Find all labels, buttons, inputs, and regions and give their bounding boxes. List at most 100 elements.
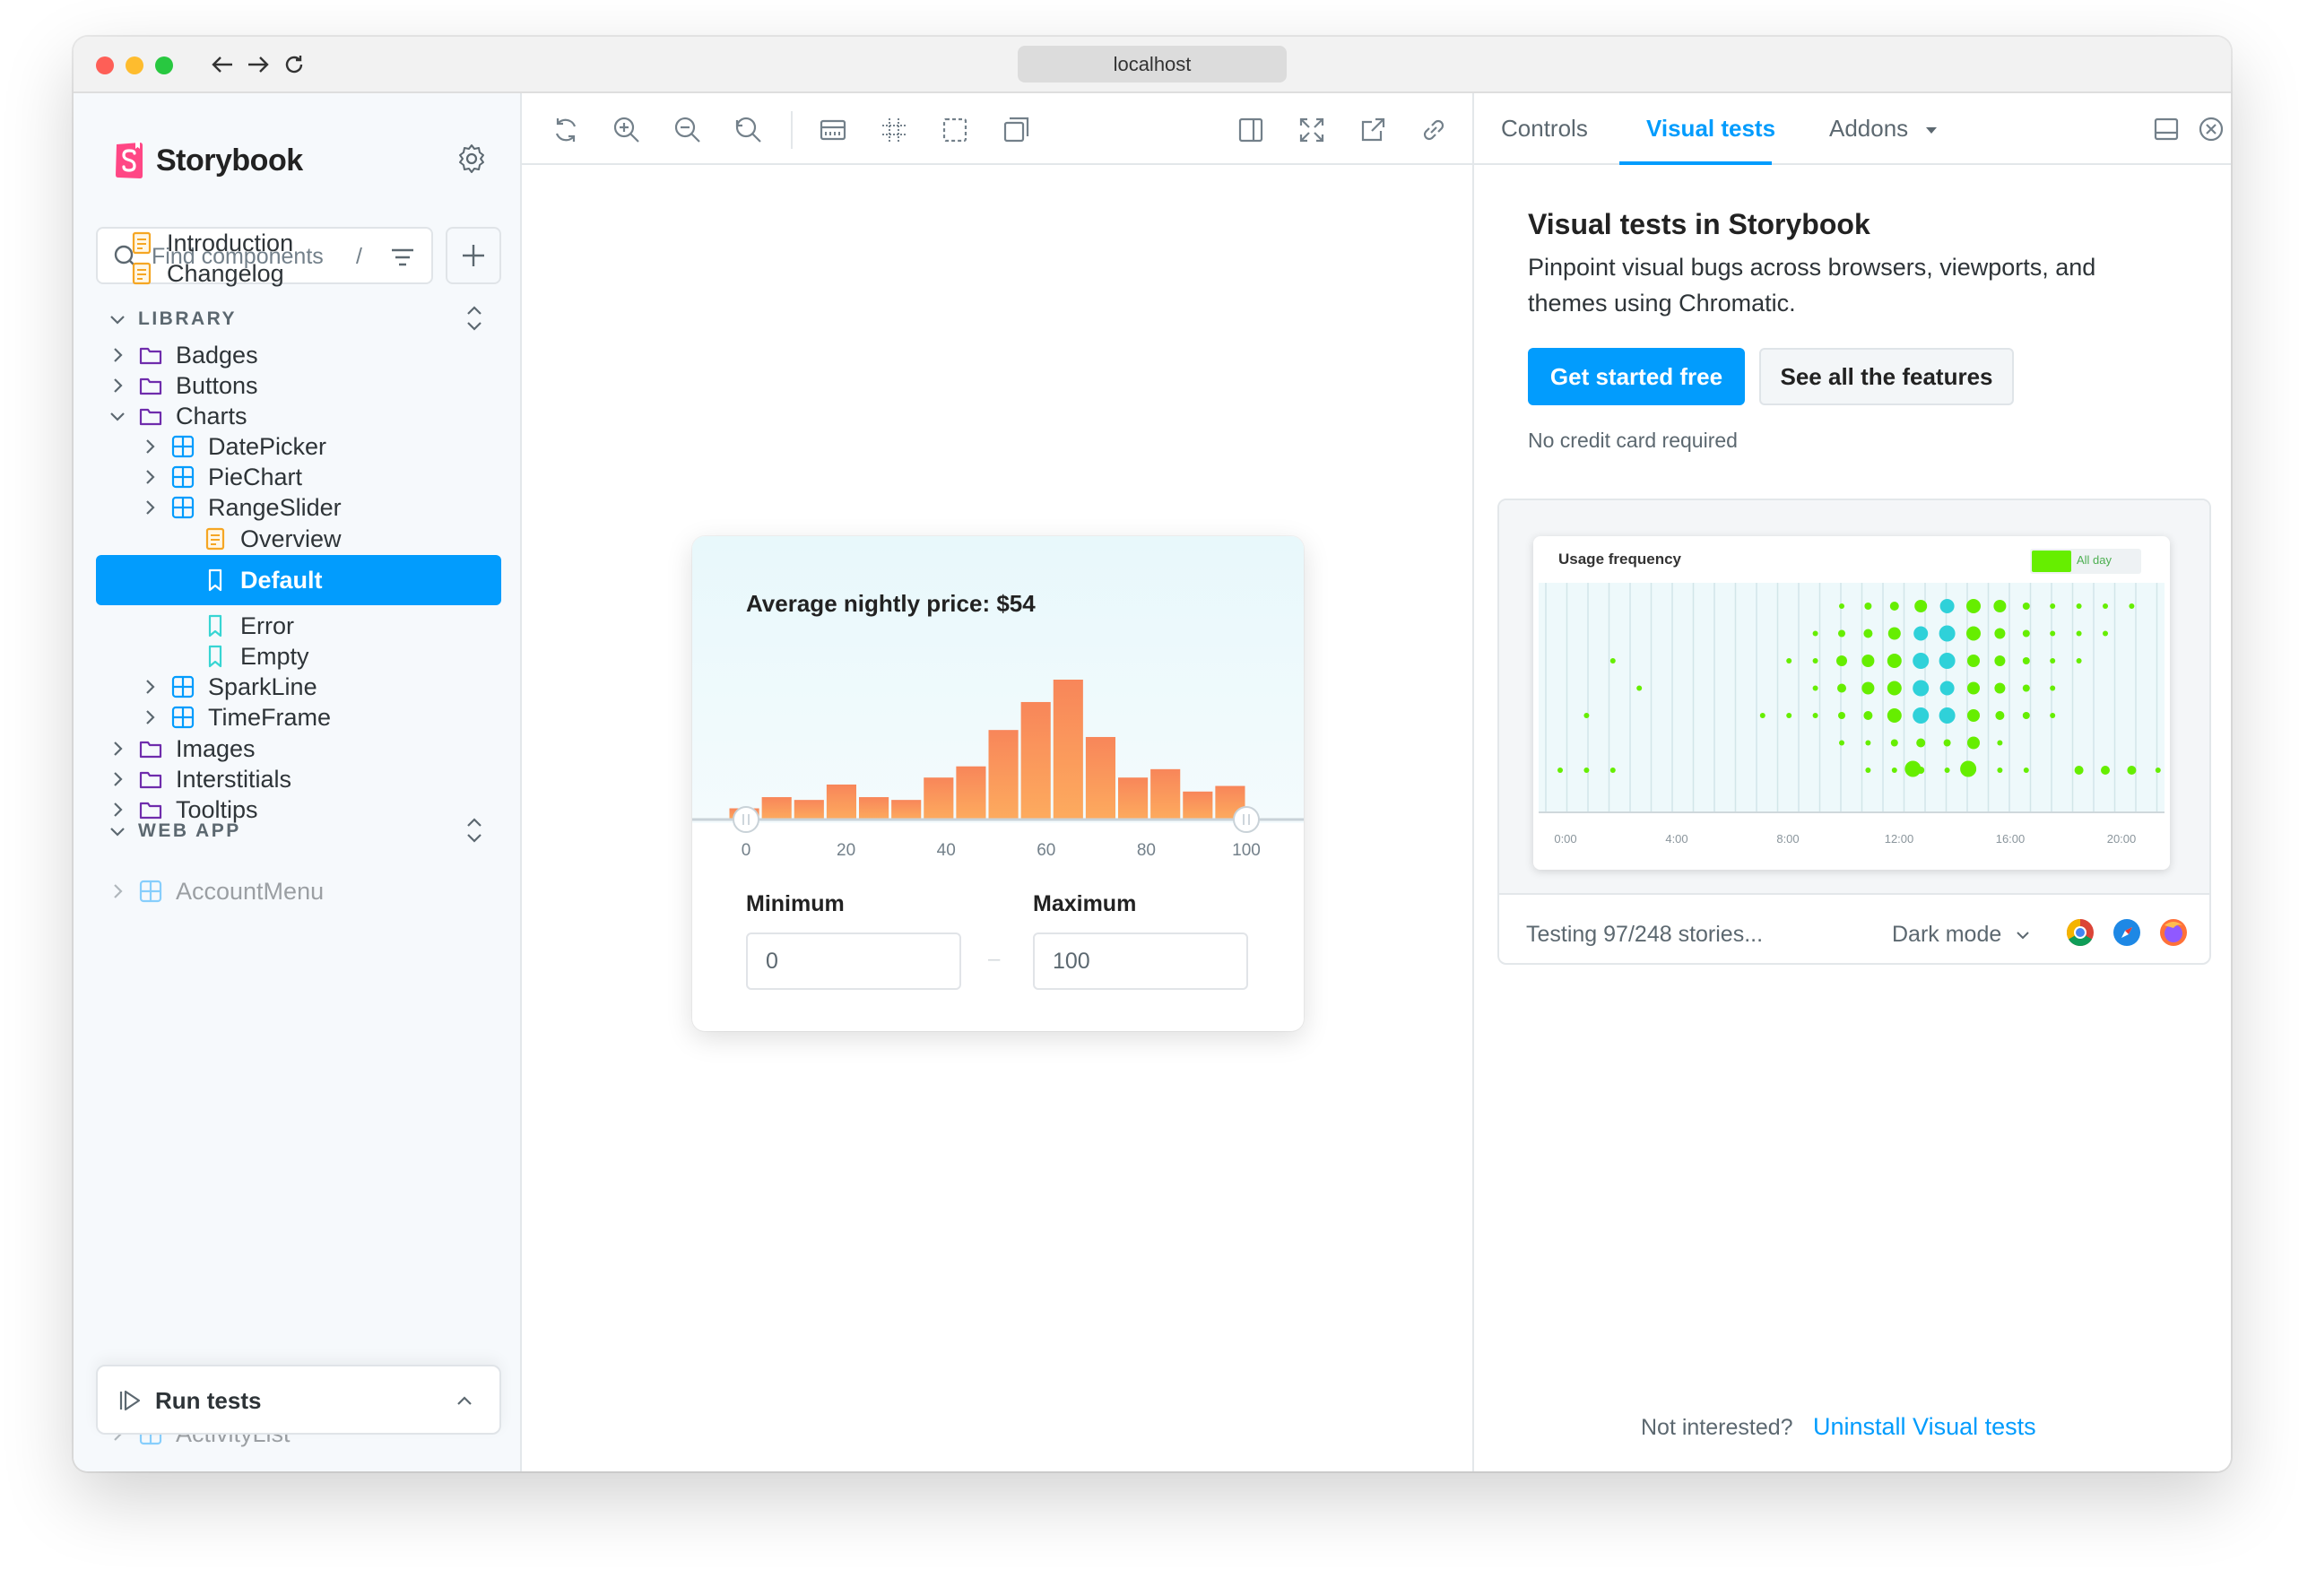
copy-link-icon[interactable]	[1418, 115, 1449, 145]
tree-component-timeframe[interactable]: TimeFrame	[140, 692, 331, 742]
price-histogram[interactable]: 0 20 40 60 80 100	[692, 536, 1304, 877]
maximum-input[interactable]: 100	[1033, 932, 1248, 990]
expand-collapse-icon[interactable]	[464, 815, 485, 846]
visual-tests-title: Visual tests in Storybook	[1528, 208, 1870, 240]
safari-icon[interactable]	[2111, 916, 2143, 949]
section-title: LIBRARY	[138, 308, 238, 329]
open-new-tab-icon[interactable]	[1358, 115, 1388, 145]
usage-dot	[1865, 768, 1871, 773]
close-window-button[interactable]	[96, 56, 114, 74]
maximize-window-button[interactable]	[155, 56, 173, 74]
doc-item-changelog[interactable]: Changelog	[129, 248, 284, 299]
gear-icon[interactable]	[455, 143, 488, 175]
range-handle-dot	[1960, 760, 1977, 777]
usage-dot	[2050, 685, 2056, 691]
search-input[interactable]: Find components /	[96, 227, 433, 284]
see-features-button[interactable]: See all the features	[1759, 348, 2014, 405]
grid-icon[interactable]	[879, 115, 909, 145]
sidebar: Storybook Find components / Introduction…	[74, 93, 522, 1471]
tree-story-default-selected[interactable]: Default	[96, 555, 501, 605]
webapp-section-header[interactable]: WEB APP	[108, 813, 241, 849]
tree-component-piechart[interactable]: PieChart	[140, 452, 302, 502]
usage-dot	[1891, 768, 1897, 773]
usage-dot	[1839, 603, 1844, 609]
tab-addons[interactable]: Addons	[1829, 115, 1909, 142]
usage-dot	[2022, 684, 2030, 692]
doc-item-introduction[interactable]: Introduction	[129, 218, 293, 268]
maximum-label: Maximum	[1033, 891, 1137, 916]
expand-collapse-icon[interactable]	[464, 303, 485, 334]
fullscreen-icon[interactable]	[1297, 115, 1327, 145]
url-text: localhost	[1113, 52, 1192, 75]
tree-doc-overview[interactable]: Overview	[203, 514, 342, 564]
tree-group-interstitials[interactable]: Interstitials	[108, 754, 291, 804]
library-section-header[interactable]: LIBRARY	[108, 301, 237, 337]
run-tests-panel[interactable]: Run tests	[96, 1365, 501, 1435]
zoom-in-icon[interactable]	[612, 115, 642, 145]
tree-component-accountmenu[interactable]: AccountMenu	[108, 866, 324, 916]
x-tick-label: 0	[742, 841, 751, 860]
toggle-active	[2032, 551, 2071, 572]
max-handle[interactable]	[1233, 806, 1260, 833]
remount-icon[interactable]	[551, 115, 581, 145]
theme-selector[interactable]: Dark mode	[1892, 922, 2031, 948]
tree-component-rangeslider[interactable]: RangeSlider	[140, 482, 342, 533]
back-arrow-icon[interactable]	[206, 48, 239, 82]
measure-icon[interactable]	[1001, 115, 1031, 145]
tab-visual-tests[interactable]: Visual tests	[1646, 115, 1776, 142]
sidebar-toggle-icon[interactable]	[1236, 115, 1266, 145]
usage-dot	[1994, 655, 2006, 666]
get-started-button[interactable]: Get started free	[1528, 348, 1745, 405]
tree-group-badges[interactable]: Badges	[108, 330, 258, 380]
tree-group-charts[interactable]: Charts	[108, 391, 247, 441]
preview-screen: Usage frequency All day 0:00 4:00 8:00 12:0…	[1499, 500, 2209, 895]
tree-story-empty[interactable]: Empty	[203, 631, 309, 681]
usage-dot	[1993, 600, 2007, 612]
chevron-down-icon	[110, 412, 125, 421]
tree-story-error[interactable]: Error	[203, 601, 294, 651]
usage-dot	[1812, 685, 1818, 691]
url-bar[interactable]: localhost	[1018, 46, 1287, 82]
usage-dot	[1863, 711, 1873, 720]
usage-dot	[2050, 603, 2056, 609]
toolbar-divider	[791, 111, 793, 149]
chrome-icon[interactable]	[2064, 916, 2096, 949]
minimize-window-button[interactable]	[126, 56, 143, 74]
filter-icon[interactable]	[389, 245, 416, 270]
outline-icon[interactable]	[940, 115, 970, 145]
chevron-up-icon[interactable]	[455, 1392, 474, 1411]
maximum-value: 100	[1053, 948, 1090, 974]
tree-group-tooltips[interactable]: Tooltips	[108, 785, 258, 835]
reload-icon[interactable]	[278, 48, 310, 82]
usage-dot	[1557, 768, 1563, 773]
addon-panel: Controls Visual tests Addons Visual test…	[1472, 93, 2231, 1471]
firefox-icon[interactable]	[2157, 916, 2190, 949]
bookmark-icon	[208, 614, 222, 638]
panel-position-icon[interactable]	[2152, 115, 2181, 143]
forward-arrow-icon[interactable]	[242, 48, 274, 82]
background-icon[interactable]	[818, 115, 848, 145]
chevron-down-icon	[110, 828, 125, 837]
usage-dot	[1995, 711, 2005, 720]
tree-component-sparkline[interactable]: SparkLine	[140, 662, 317, 712]
tree-group-buttons[interactable]: Buttons	[108, 360, 258, 411]
uninstall-link[interactable]: Uninstall Visual tests	[1813, 1413, 2036, 1440]
folder-icon	[139, 347, 162, 365]
component-icon	[171, 675, 195, 698]
usage-dot	[1997, 768, 2003, 773]
min-handle[interactable]	[733, 806, 759, 833]
tree-component-datepicker[interactable]: DatePicker	[140, 421, 326, 472]
usage-dot	[2022, 657, 2030, 664]
zoom-reset-icon[interactable]	[733, 115, 764, 145]
tab-controls[interactable]: Controls	[1501, 115, 1588, 142]
caret-down-icon[interactable]	[1924, 125, 1939, 135]
theme-label: Dark mode	[1892, 922, 2002, 947]
card-title: Average nightly price: $54	[746, 590, 1036, 617]
tree-group-images[interactable]: Images	[108, 724, 256, 774]
zoom-out-icon[interactable]	[672, 115, 703, 145]
storybook-brand[interactable]: Storybook	[115, 142, 303, 179]
section-title: WEB APP	[138, 820, 241, 841]
add-story-button[interactable]	[446, 227, 501, 284]
minimum-input[interactable]: 0	[746, 932, 961, 990]
close-panel-icon[interactable]	[2197, 115, 2225, 143]
